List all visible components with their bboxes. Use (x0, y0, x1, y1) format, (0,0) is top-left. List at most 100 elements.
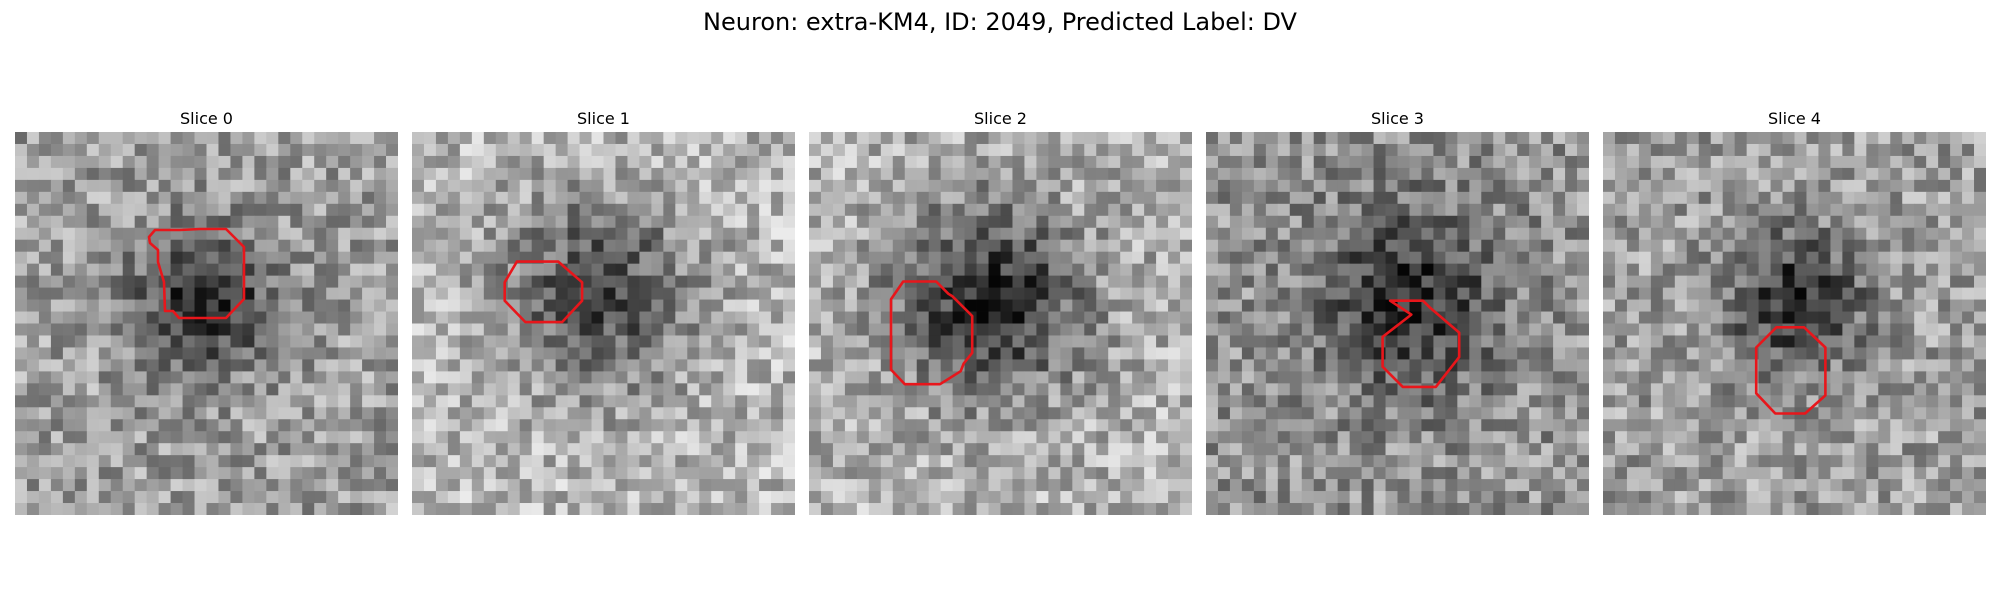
pixel (1866, 132, 1879, 145)
pixel (1206, 203, 1219, 217)
pixel (1698, 239, 1712, 253)
pixel (1926, 431, 1939, 444)
pixel (1565, 419, 1578, 432)
pixel (687, 155, 700, 169)
pixel (206, 215, 219, 229)
figure-title: Neuron: extra-KM4, ID: 2049, Predicted L… (703, 8, 1297, 36)
pixel (687, 443, 700, 456)
pixel (182, 239, 195, 253)
pixel (1914, 371, 1927, 384)
pixel (639, 383, 652, 396)
pixel (747, 467, 760, 480)
pixel (1253, 167, 1267, 181)
pixel (15, 347, 28, 360)
pixel (735, 383, 748, 396)
pixel (603, 431, 616, 444)
pixel (1626, 275, 1640, 288)
pixel (1746, 323, 1759, 336)
pixel (543, 491, 557, 504)
slice-image (15, 132, 398, 515)
pixel (98, 191, 112, 205)
pixel (254, 491, 267, 504)
pixel (1962, 227, 1975, 241)
pixel (15, 443, 28, 456)
pixel (26, 359, 40, 372)
pixel (1433, 191, 1446, 205)
pixel (988, 503, 1001, 515)
pixel (1096, 143, 1109, 157)
pixel (856, 431, 870, 444)
pixel (194, 431, 207, 444)
pixel (1349, 143, 1362, 157)
pixel (1337, 347, 1351, 360)
pixel (1481, 479, 1494, 492)
pixel (1938, 443, 1951, 456)
pixel (809, 479, 822, 492)
pixel (1108, 143, 1121, 157)
pixel (1206, 395, 1219, 408)
pixel (98, 347, 112, 360)
pixel (1686, 227, 1700, 241)
pixel (170, 263, 183, 277)
pixel (1000, 299, 1013, 312)
pixel (1469, 347, 1482, 360)
pixel (976, 335, 989, 348)
pixel (543, 335, 557, 348)
pixel (1313, 299, 1327, 312)
pixel (1217, 191, 1231, 205)
pixel (880, 143, 894, 157)
pixel (1265, 167, 1279, 181)
pixel (1397, 407, 1410, 420)
pixel (1397, 215, 1410, 229)
pixel (579, 491, 592, 504)
pixel (1493, 443, 1506, 456)
pixel (771, 215, 784, 229)
pixel (519, 335, 533, 348)
pixel (952, 167, 965, 181)
pixel (892, 467, 906, 480)
pixel (254, 299, 267, 312)
pixel (74, 323, 88, 336)
pixel (868, 143, 882, 157)
pixel (1144, 443, 1157, 456)
pixel (1962, 179, 1975, 193)
slice-panel-1: Slice 1 (412, 108, 795, 515)
pixel (1794, 132, 1807, 145)
pixel (1409, 419, 1422, 432)
pixel (26, 347, 40, 360)
pixel (1000, 167, 1013, 181)
pixel (1926, 299, 1939, 312)
pixel (1505, 143, 1518, 157)
pixel (1036, 203, 1049, 217)
pixel (1180, 299, 1192, 312)
pixel (1614, 263, 1628, 277)
pixel (1421, 203, 1434, 217)
pixel (1168, 407, 1181, 420)
pixel (507, 371, 521, 384)
pixel (447, 371, 461, 384)
pixel (1806, 203, 1819, 217)
pixel (1553, 395, 1566, 408)
pixel (1481, 335, 1494, 348)
pixel (531, 179, 545, 193)
pixel (1517, 467, 1530, 480)
pixel (1842, 407, 1855, 420)
pixel (1758, 431, 1771, 444)
pixel (579, 203, 592, 217)
pixel (459, 503, 473, 515)
pixel (423, 191, 437, 205)
pixel (579, 503, 592, 515)
pixel (1866, 335, 1879, 348)
pixel (1433, 287, 1446, 300)
pixel (1277, 143, 1291, 157)
pixel (1638, 443, 1652, 456)
pixel (1950, 431, 1963, 444)
pixel (386, 323, 398, 336)
pixel (940, 503, 954, 515)
pixel (242, 491, 255, 504)
pixel (1782, 419, 1795, 432)
pixel (1577, 323, 1589, 336)
pixel (627, 275, 640, 288)
pixel (218, 455, 231, 468)
pixel (1156, 323, 1169, 336)
